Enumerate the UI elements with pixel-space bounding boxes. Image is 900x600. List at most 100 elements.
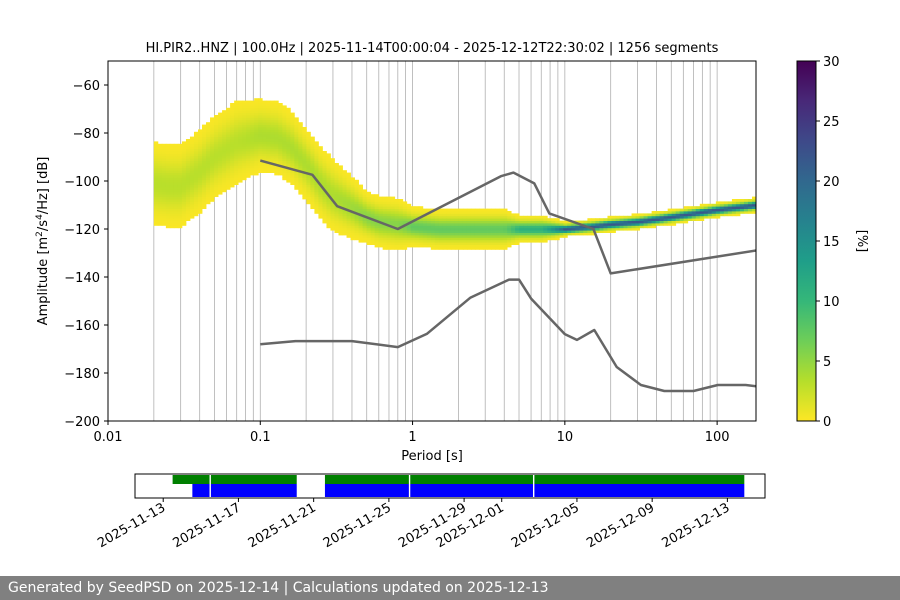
heatmap-cell xyxy=(643,220,649,224)
heatmap-cell xyxy=(535,218,540,221)
heatmap-cell xyxy=(302,151,307,154)
heatmap-cell xyxy=(543,220,548,224)
heatmap-cell xyxy=(394,237,400,241)
heatmap-cell xyxy=(414,220,420,224)
heatmap-cell xyxy=(165,203,171,207)
heatmap-cell xyxy=(450,218,456,221)
heatmap-cell xyxy=(406,215,412,219)
heatmap-cell xyxy=(334,172,339,176)
heatmap-cell xyxy=(161,213,167,217)
heatmap-cell xyxy=(519,237,524,241)
heatmap-cell xyxy=(161,155,167,159)
heatmap-cell xyxy=(663,211,669,214)
heatmap-cell xyxy=(567,220,572,224)
heatmap-cell xyxy=(751,206,756,209)
heatmap-cell xyxy=(747,206,753,209)
heatmap-cell xyxy=(446,242,452,245)
heatmap-cell xyxy=(342,223,347,226)
heatmap-cell xyxy=(322,211,327,214)
heatmap-cell xyxy=(386,235,392,238)
heatmap-cell xyxy=(479,239,484,243)
heatmap-cell xyxy=(434,213,440,217)
heatmap-cell xyxy=(515,220,520,224)
heatmap-cell xyxy=(153,206,159,209)
heatmap-cell xyxy=(238,105,243,109)
heatmap-cell xyxy=(314,184,319,188)
heatmap-cell xyxy=(479,208,484,212)
heatmap-cell xyxy=(250,107,255,111)
heatmap-cell xyxy=(302,182,307,185)
heatmap-cell xyxy=(169,203,175,207)
heatmap-cell xyxy=(414,230,420,233)
heatmap-cell xyxy=(310,184,315,188)
heatmap-cell xyxy=(450,242,456,245)
heatmap-cell xyxy=(198,191,203,195)
heatmap-cell xyxy=(747,199,753,202)
heatmap-cell xyxy=(234,143,239,147)
heatmap-cell xyxy=(603,218,608,221)
heatmap-cell xyxy=(507,239,512,243)
heatmap-cell xyxy=(410,232,416,236)
heatmap-cell xyxy=(739,201,745,205)
heatmap-cell xyxy=(326,160,331,164)
heatmap-cell xyxy=(414,239,420,243)
heatmap-cell xyxy=(153,189,159,193)
heatmap-cell xyxy=(362,191,367,195)
heatmap-cell xyxy=(226,163,231,166)
heatmap-cell xyxy=(326,184,331,188)
heatmap-cell xyxy=(322,218,327,221)
heatmap-cell xyxy=(218,175,223,178)
heatmap-cell xyxy=(523,220,528,224)
heatmap-cell xyxy=(270,131,275,135)
heatmap-cell xyxy=(258,160,263,164)
heatmap-cell xyxy=(165,201,171,205)
heatmap-cell xyxy=(157,213,163,217)
heatmap-cell xyxy=(535,225,540,229)
heatmap-cell xyxy=(402,218,408,221)
heatmap-cell xyxy=(185,175,191,178)
heatmap-cell xyxy=(406,218,412,221)
heatmap-cell xyxy=(193,148,199,152)
heatmap-cell xyxy=(258,98,263,101)
heatmap-cell xyxy=(294,179,299,183)
heatmap-cell xyxy=(398,230,404,233)
heatmap-cell xyxy=(202,196,207,200)
heatmap-cell xyxy=(346,206,351,209)
heatmap-cell xyxy=(326,182,331,185)
heatmap-cell xyxy=(426,237,432,241)
heatmap-cell xyxy=(262,103,267,106)
heatmap-cell xyxy=(515,225,520,229)
heatmap-cell xyxy=(274,112,279,116)
heatmap-cell xyxy=(278,143,283,147)
heatmap-cell xyxy=(527,220,532,224)
heatmap-cell xyxy=(214,124,219,128)
heatmap-cell xyxy=(161,211,167,214)
heatmap-cell xyxy=(238,146,243,149)
heatmap-cell xyxy=(414,211,420,214)
heatmap-cell xyxy=(222,129,227,133)
heatmap-cell xyxy=(282,148,287,152)
heatmap-cell xyxy=(242,107,247,111)
heatmap-cell xyxy=(161,201,167,205)
heatmap-cell xyxy=(334,184,339,188)
heatmap-cell xyxy=(326,177,331,181)
heatmap-cell xyxy=(274,158,279,161)
heatmap-cell xyxy=(470,223,476,226)
heatmap-cell xyxy=(218,119,223,123)
heatmap-cell xyxy=(318,206,323,209)
heatmap-cell xyxy=(222,139,227,142)
heatmap-cell xyxy=(234,141,239,145)
heatmap-cell xyxy=(165,187,171,190)
heatmap-cell xyxy=(731,203,737,207)
heatmap-cell xyxy=(691,211,697,214)
heatmap-cell xyxy=(246,163,251,166)
heatmap-cell xyxy=(543,223,548,226)
heatmap-cell xyxy=(302,158,307,161)
heatmap-cell xyxy=(262,110,267,113)
heatmap-cell xyxy=(210,119,215,123)
heatmap-cell xyxy=(523,223,528,226)
heatmap-cell xyxy=(202,124,207,128)
heatmap-cell xyxy=(338,232,343,236)
heatmap-cell xyxy=(258,165,263,169)
heatmap-cell xyxy=(458,227,464,231)
